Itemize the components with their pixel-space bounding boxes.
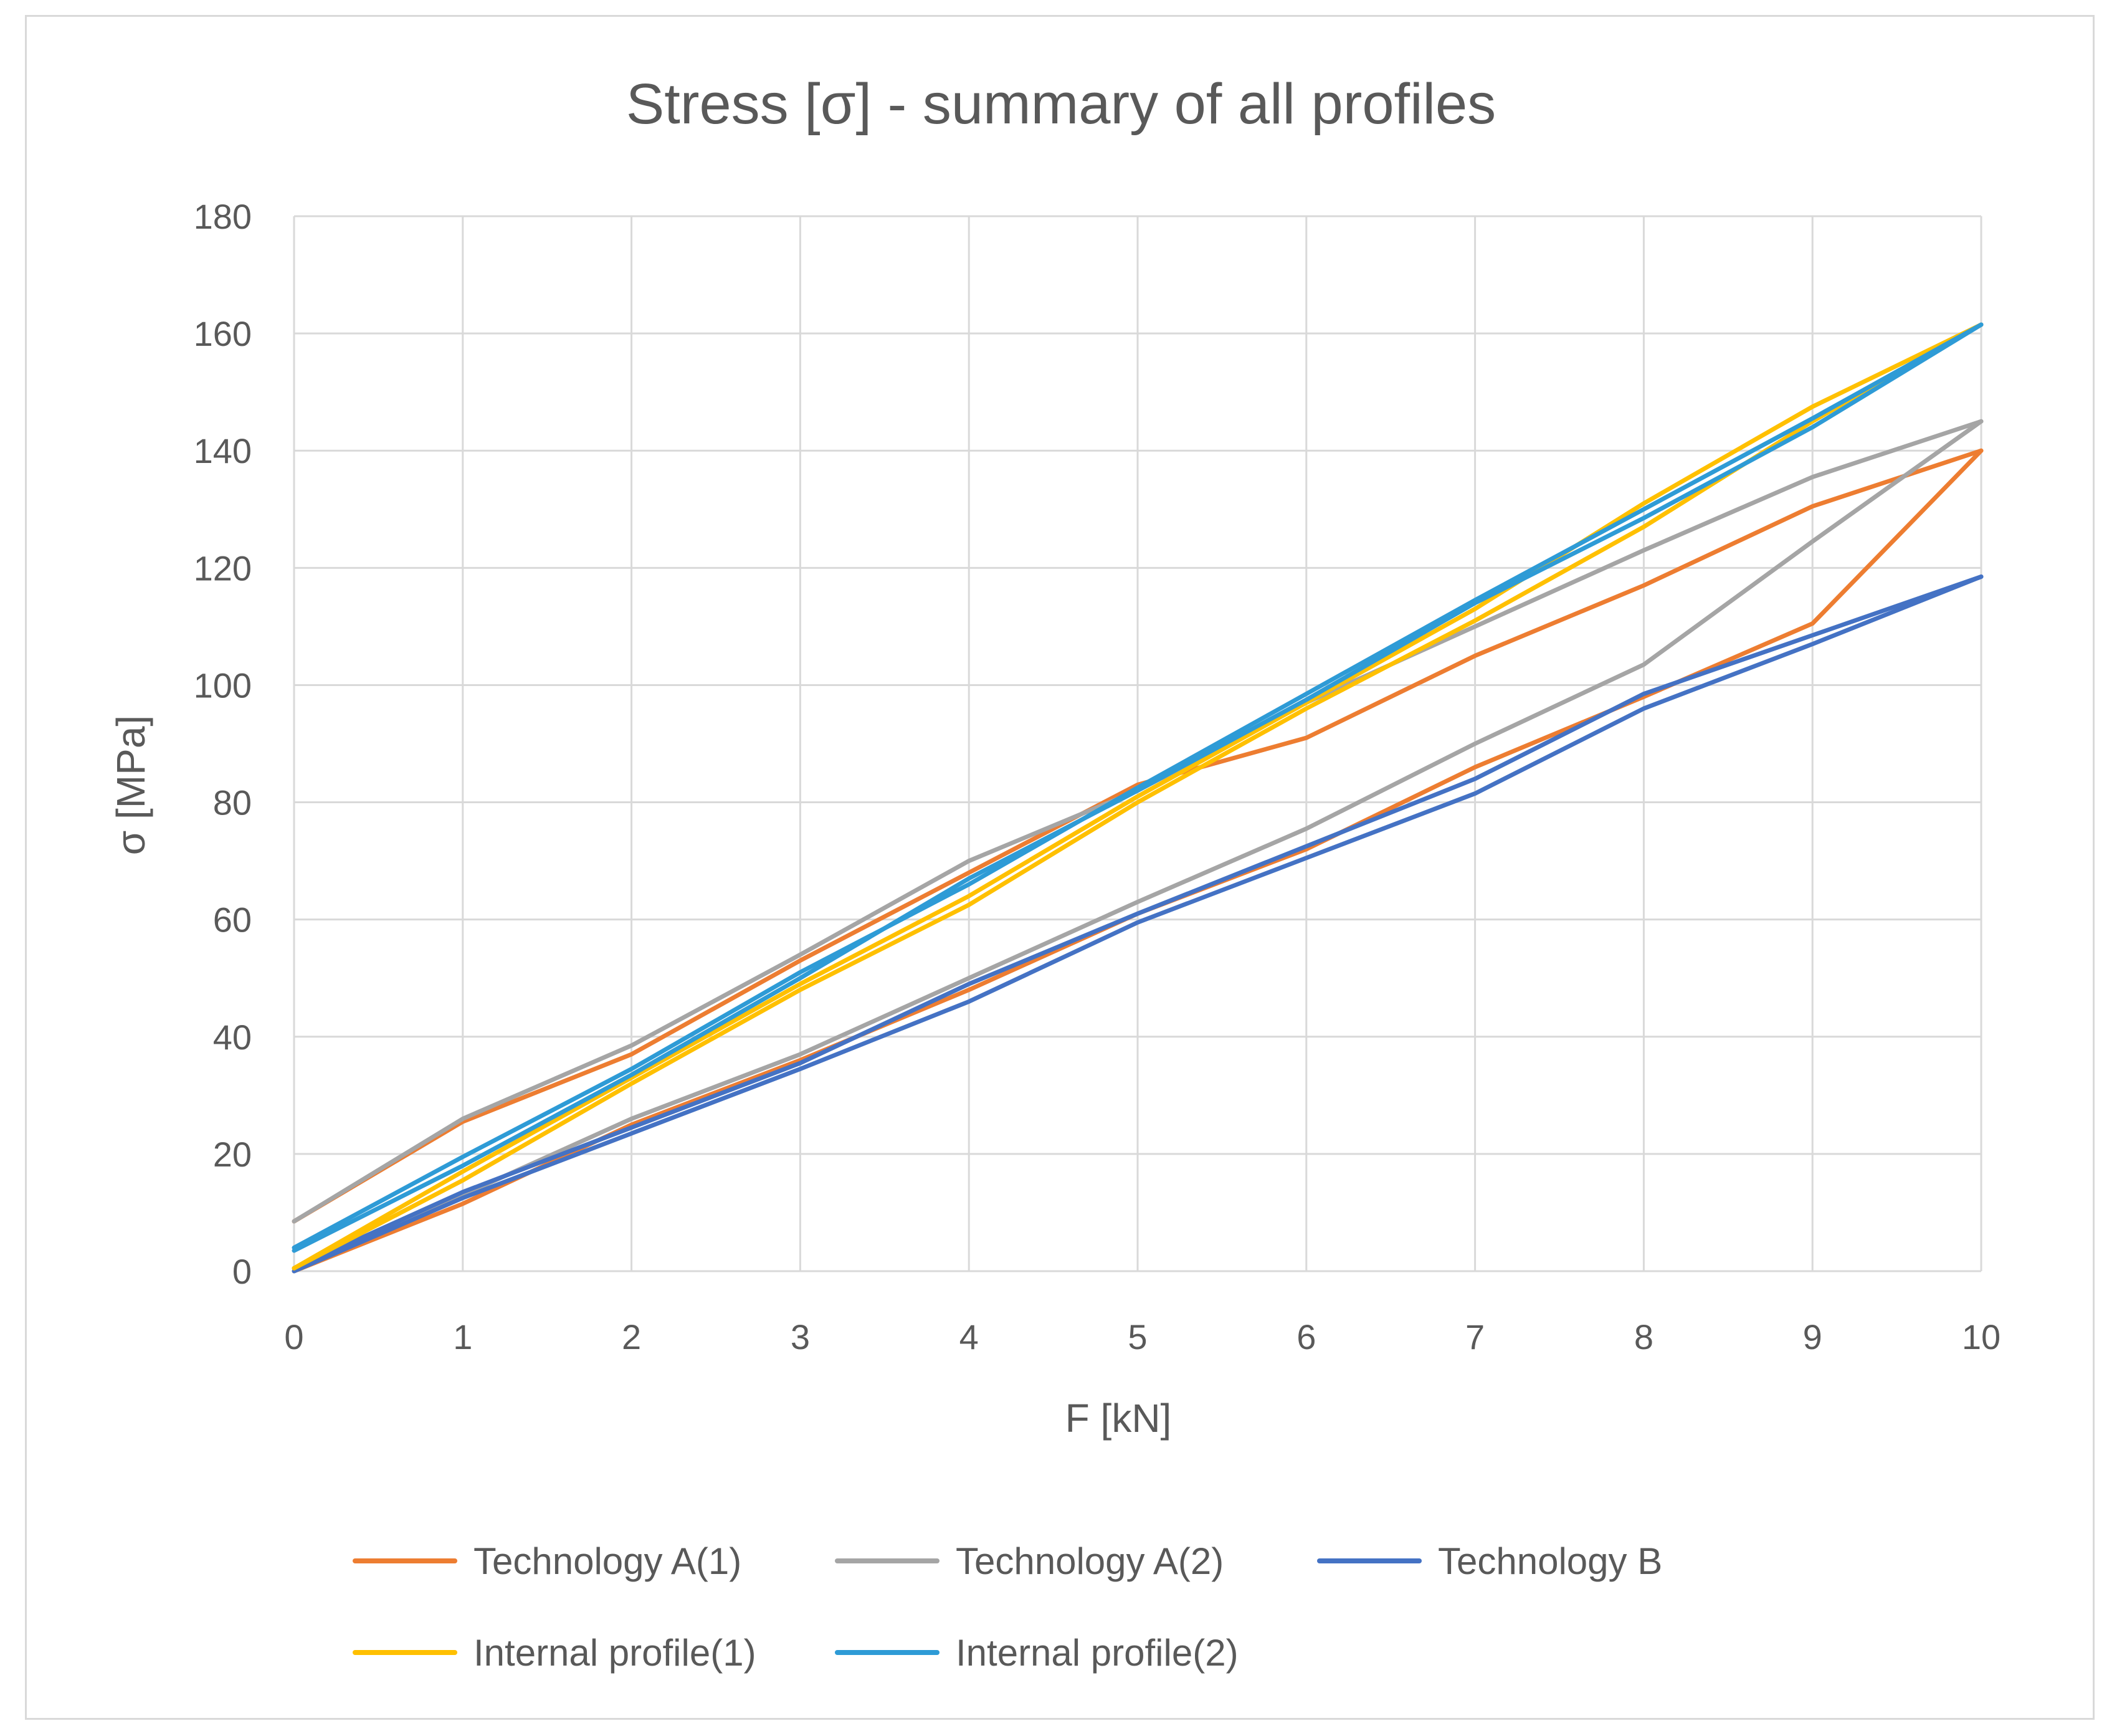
x-tick-label: 8 xyxy=(1634,1317,1653,1357)
x-tick-label: 4 xyxy=(959,1317,979,1357)
series-line-technology-a-2 xyxy=(292,419,1984,1271)
y-tick-label: 80 xyxy=(213,783,252,823)
chart-frame xyxy=(25,15,2095,1720)
series-line-technology-a-1 xyxy=(292,448,1984,1224)
x-tick-label: 10 xyxy=(1962,1317,2001,1357)
legend-item: Technology A(2) xyxy=(835,1540,1224,1582)
y-tick-label: 100 xyxy=(194,665,252,705)
y-tick-label: 0 xyxy=(232,1252,252,1291)
series-line-internal-profile-2 xyxy=(292,322,1984,1253)
series-line-technology-b xyxy=(292,574,1984,1274)
y-tick-label: 20 xyxy=(213,1135,252,1174)
x-tick-label: 1 xyxy=(453,1317,472,1357)
legend-label: Technology A(1) xyxy=(473,1540,741,1582)
legend-item: Internal profile(1) xyxy=(353,1632,756,1674)
x-tick-label: 7 xyxy=(1465,1317,1485,1357)
legend-item: Technology B xyxy=(1317,1540,1662,1582)
y-tick-label: 180 xyxy=(194,197,252,236)
y-axis-ticks: 0 20 40 60 80 100 120 140 160 180 xyxy=(194,197,252,1291)
y-tick-label: 160 xyxy=(194,314,252,353)
x-tick-label: 3 xyxy=(791,1317,810,1357)
x-tick-label: 9 xyxy=(1803,1317,1822,1357)
series-line-internal-profile-1 xyxy=(292,322,1984,1271)
legend-item: Internal profile(2) xyxy=(835,1632,1239,1674)
chart-title: Stress [σ] - summary of all profiles xyxy=(626,72,1496,136)
y-tick-label: 60 xyxy=(213,900,252,940)
series-line-technology-b xyxy=(292,574,1984,1271)
legend-label: Technology B xyxy=(1438,1540,1662,1582)
legend-item: Technology A(1) xyxy=(353,1540,741,1582)
legend: Technology A(1) Technology A(2) Technology… xyxy=(353,1540,1662,1674)
legend-label: Internal profile(2) xyxy=(956,1632,1239,1674)
y-tick-label: 120 xyxy=(194,548,252,588)
x-tick-label: 2 xyxy=(622,1317,641,1357)
x-tick-label: 0 xyxy=(284,1317,303,1357)
series-line-internal-profile-1 xyxy=(292,322,1984,1271)
x-tick-label: 6 xyxy=(1297,1317,1316,1357)
y-tick-label: 140 xyxy=(194,431,252,470)
series-layer xyxy=(292,322,1984,1274)
x-axis-ticks: 0 1 2 3 4 5 6 7 8 9 10 xyxy=(284,1317,2001,1357)
legend-label: Internal profile(1) xyxy=(473,1632,756,1674)
series-line-internal-profile-2 xyxy=(292,322,1984,1250)
x-tick-label: 5 xyxy=(1128,1317,1147,1357)
y-tick-label: 40 xyxy=(213,1018,252,1057)
y-axis-label: σ [MPa] xyxy=(108,715,153,855)
legend-label: Technology A(2) xyxy=(956,1540,1224,1582)
x-axis-label: F [kN] xyxy=(1065,1396,1172,1441)
